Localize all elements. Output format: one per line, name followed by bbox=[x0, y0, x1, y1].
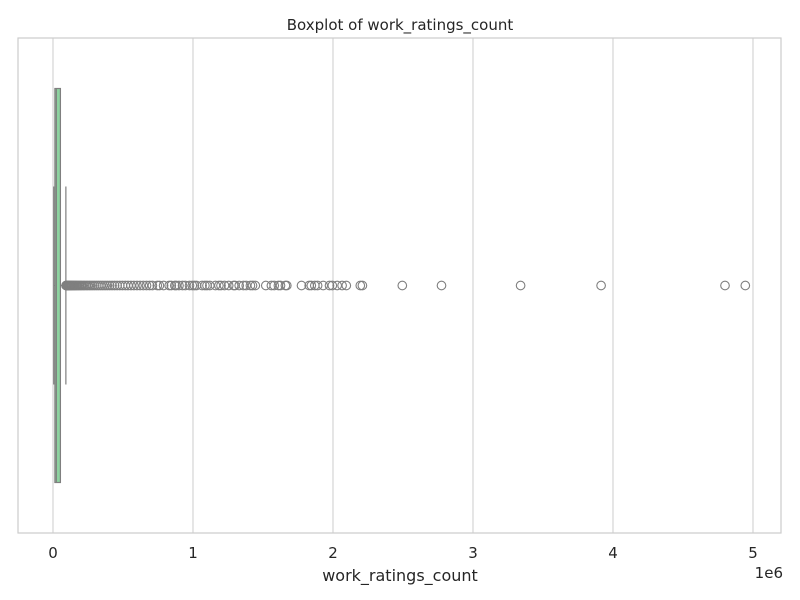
outlier-point-40 bbox=[109, 280, 120, 291]
outlier-point-105 bbox=[397, 280, 408, 291]
outlier-point-39 bbox=[107, 280, 117, 291]
outlier-point-101 bbox=[337, 280, 347, 291]
outlier-point-83 bbox=[247, 280, 258, 291]
x-tick-label-1: 1 bbox=[188, 544, 198, 562]
chart-title: Boxplot of work_ratings_count bbox=[287, 16, 514, 35]
outlier-point-104 bbox=[357, 280, 368, 291]
outlier-point-98 bbox=[324, 280, 335, 291]
outlier-point-51 bbox=[141, 280, 152, 291]
box-group bbox=[53, 87, 67, 484]
outlier-point-52 bbox=[144, 280, 155, 291]
outlier-point-84 bbox=[250, 280, 261, 291]
outlier-point-92 bbox=[296, 280, 307, 291]
outlier-point-99 bbox=[327, 280, 338, 291]
x-axis-offset-label: 1e6 bbox=[755, 564, 783, 582]
outlier-point-47 bbox=[129, 280, 139, 291]
outlier-point-64 bbox=[184, 280, 195, 291]
x-tick-labels: 0 1 2 3 4 5 bbox=[48, 544, 758, 562]
outlier-point-68 bbox=[197, 280, 207, 291]
outlier-point-56 bbox=[158, 280, 169, 291]
x-tick-label-0: 0 bbox=[48, 544, 58, 562]
outlier-point-37 bbox=[102, 280, 113, 291]
x-axis-label: work_ratings_count bbox=[322, 566, 478, 586]
outlier-point-106 bbox=[436, 280, 447, 291]
outlier-point-55 bbox=[154, 280, 165, 291]
outlier-point-91 bbox=[281, 280, 292, 291]
outlier-point-38 bbox=[104, 280, 115, 291]
outlier-point-94 bbox=[306, 280, 317, 291]
outlier-point-89 bbox=[275, 280, 286, 291]
outlier-point-96 bbox=[312, 280, 323, 291]
x-tick-label-3: 3 bbox=[468, 544, 478, 562]
grid-lines bbox=[52, 38, 754, 533]
outlier-point-79 bbox=[234, 280, 245, 291]
outlier-point-49 bbox=[135, 280, 145, 291]
outlier-point-62 bbox=[177, 280, 188, 291]
outlier-point-74 bbox=[216, 280, 226, 291]
outlier-point-110 bbox=[740, 280, 751, 291]
outlier-point-87 bbox=[269, 280, 280, 291]
iqr-box bbox=[54, 87, 62, 484]
outlier-point-48 bbox=[132, 280, 142, 291]
outlier-point-109 bbox=[720, 280, 730, 291]
x-tick-label-4: 4 bbox=[608, 544, 618, 562]
x-tick-label-2: 2 bbox=[328, 544, 338, 562]
outlier-point-107 bbox=[515, 280, 526, 291]
outlier-point-108 bbox=[596, 280, 606, 291]
outlier-point-53 bbox=[147, 280, 158, 291]
outlier-point-61 bbox=[174, 280, 184, 291]
outlier-group bbox=[61, 280, 751, 291]
outlier-point-102 bbox=[341, 280, 352, 291]
outlier-point-58 bbox=[166, 280, 177, 291]
plot-frame bbox=[17, 37, 782, 534]
outlier-point-76 bbox=[223, 280, 234, 291]
outlier-point-103 bbox=[355, 280, 366, 291]
x-tick-label-5: 5 bbox=[748, 544, 758, 562]
